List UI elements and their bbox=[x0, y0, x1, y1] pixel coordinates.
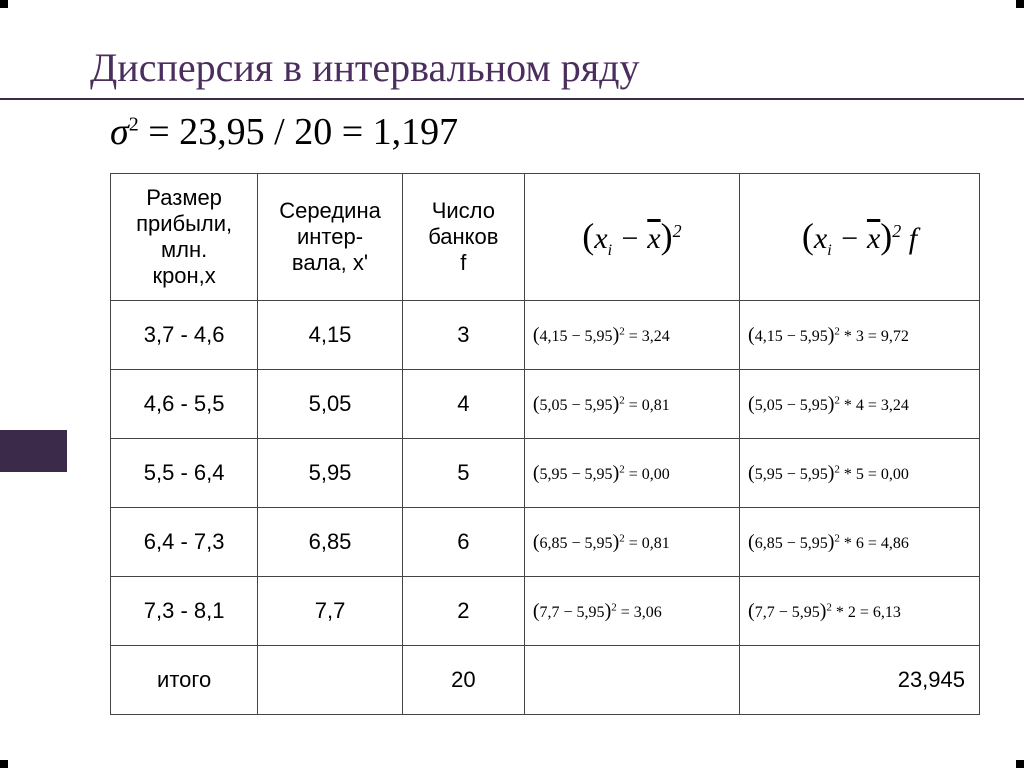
cell-sqdev: (7,7 − 5,95)2 = 3,06 bbox=[524, 577, 739, 646]
cell-freq: 6 bbox=[402, 508, 524, 577]
table-row: 3,7 - 4,6 4,15 3 (4,15 − 5,95)2 = 3,24 (… bbox=[111, 301, 980, 370]
cell-sqdev-f: (7,7 − 5,95)2 * 2 = 6,13 bbox=[740, 577, 980, 646]
title-underline bbox=[0, 98, 1024, 100]
cell-sqdev-f: (6,85 − 5,95)2 * 6 = 4,86 bbox=[740, 508, 980, 577]
header-interval: Размер прибыли, млн. крон,x bbox=[111, 174, 258, 301]
variance-formula: σ2 = 23,95 / 20 = 1,197 bbox=[110, 110, 458, 154]
table-row: 7,3 - 8,1 7,7 2 (7,7 − 5,95)2 = 3,06 (7,… bbox=[111, 577, 980, 646]
totals-label: итого bbox=[111, 646, 258, 715]
cell-interval: 6,4 - 7,3 bbox=[111, 508, 258, 577]
cell-sqdev-f: (5,05 − 5,95)2 * 4 = 3,24 bbox=[740, 370, 980, 439]
hdr-text: Размер bbox=[146, 185, 222, 210]
cell-sqdev: (4,15 − 5,95)2 = 3,24 bbox=[524, 301, 739, 370]
corner-dot-tr bbox=[1016, 0, 1024, 8]
hdr-text: интер- bbox=[297, 224, 363, 249]
left-accent-bar bbox=[0, 430, 67, 472]
cell-freq: 4 bbox=[402, 370, 524, 439]
table-row: 5,5 - 6,4 5,95 5 (5,95 − 5,95)2 = 0,00 (… bbox=[111, 439, 980, 508]
cell-sqdev: (5,95 − 5,95)2 = 0,00 bbox=[524, 439, 739, 508]
cell-sqdev-f: (5,95 − 5,95)2 * 5 = 0,00 bbox=[740, 439, 980, 508]
hdr-text: Число bbox=[432, 198, 495, 223]
variance-table: Размер прибыли, млн. крон,x Середина инт… bbox=[110, 173, 980, 715]
header-sqdev-f: (xi − x)2 f bbox=[740, 174, 980, 301]
cell-midpoint: 7,7 bbox=[258, 577, 403, 646]
cell-freq: 5 bbox=[402, 439, 524, 508]
table-header-row: Размер прибыли, млн. крон,x Середина инт… bbox=[111, 174, 980, 301]
totals-empty bbox=[524, 646, 739, 715]
cell-interval: 7,3 - 8,1 bbox=[111, 577, 258, 646]
table-body: 3,7 - 4,6 4,15 3 (4,15 − 5,95)2 = 3,24 (… bbox=[111, 301, 980, 715]
cell-sqdev: (6,85 − 5,95)2 = 0,81 bbox=[524, 508, 739, 577]
header-sqdev: (xi − x)2 bbox=[524, 174, 739, 301]
totals-sum-sqdev-f: 23,945 bbox=[740, 646, 980, 715]
hdr-text: крон,x bbox=[152, 263, 215, 288]
hdr-text: банков bbox=[428, 224, 498, 249]
cell-freq: 3 bbox=[402, 301, 524, 370]
hdr-text: f bbox=[460, 250, 466, 275]
cell-interval: 5,5 - 6,4 bbox=[111, 439, 258, 508]
cell-sqdev: (5,05 − 5,95)2 = 0,81 bbox=[524, 370, 739, 439]
header-freq: Число банков f bbox=[402, 174, 524, 301]
cell-sqdev-f: (4,15 − 5,95)2 * 3 = 9,72 bbox=[740, 301, 980, 370]
cell-midpoint: 5,95 bbox=[258, 439, 403, 508]
table-totals-row: итого 20 23,945 bbox=[111, 646, 980, 715]
cell-midpoint: 4,15 bbox=[258, 301, 403, 370]
hdr-text: вала, x' bbox=[292, 250, 368, 275]
cell-freq: 2 bbox=[402, 577, 524, 646]
corner-dot-br bbox=[1016, 760, 1024, 768]
table-row: 6,4 - 7,3 6,85 6 (6,85 − 5,95)2 = 0,81 (… bbox=[111, 508, 980, 577]
totals-sum-f: 20 bbox=[402, 646, 524, 715]
table-row: 4,6 - 5,5 5,05 4 (5,05 − 5,95)2 = 0,81 (… bbox=[111, 370, 980, 439]
header-midpoint: Середина интер- вала, x' bbox=[258, 174, 403, 301]
hdr-text: прибыли, bbox=[136, 211, 232, 236]
cell-midpoint: 6,85 bbox=[258, 508, 403, 577]
slide: Дисперсия в интервальном ряду σ2 = 23,95… bbox=[0, 0, 1024, 768]
slide-title: Дисперсия в интервальном ряду bbox=[90, 44, 639, 91]
totals-empty bbox=[258, 646, 403, 715]
cell-midpoint: 5,05 bbox=[258, 370, 403, 439]
cell-interval: 4,6 - 5,5 bbox=[111, 370, 258, 439]
hdr-text: Середина bbox=[279, 198, 381, 223]
hdr-text: млн. bbox=[161, 237, 207, 262]
corner-dot-bl bbox=[0, 760, 8, 768]
corner-dot-tl bbox=[0, 0, 8, 8]
cell-interval: 3,7 - 4,6 bbox=[111, 301, 258, 370]
